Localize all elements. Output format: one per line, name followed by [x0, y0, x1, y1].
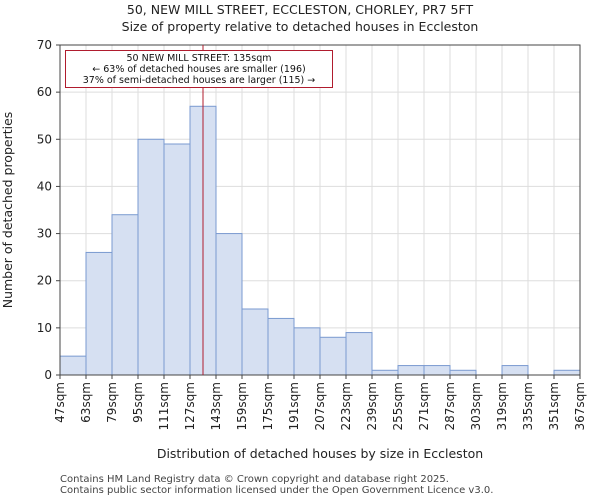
histogram-bar: [267, 317, 295, 376]
y-axis-label: Number of detached properties: [0, 112, 15, 309]
histogram-bar: [241, 308, 269, 376]
x-tick-label: 303sqm: [469, 382, 483, 430]
x-tick-label: 63sqm: [79, 382, 93, 423]
property-annotation-box: 50 NEW MILL STREET: 135sqm ← 63% of deta…: [65, 50, 333, 88]
x-tick-label: 175sqm: [261, 382, 275, 430]
histogram-bar: [85, 251, 113, 376]
histogram-bar: [371, 369, 399, 376]
chart-title-line1: 50, NEW MILL STREET, ECCLESTON, CHORLEY,…: [126, 2, 474, 17]
annotation-line3: 37% of semi-detached houses are larger (…: [82, 75, 316, 86]
annotation-line1: 50 NEW MILL STREET: 135sqm: [126, 53, 272, 64]
chart-title-line2: Size of property relative to detached ho…: [121, 19, 479, 34]
x-tick-label: 95sqm: [131, 382, 145, 423]
y-tick-label: 10: [37, 321, 52, 335]
y-tick-label: 0: [44, 368, 52, 382]
histogram-bar: [111, 214, 139, 376]
histogram-bar: [449, 369, 477, 376]
x-tick-label: 207sqm: [313, 382, 327, 430]
histogram-bar: [423, 365, 451, 376]
y-tick-label: 40: [37, 179, 52, 193]
y-tick-label: 20: [37, 274, 52, 288]
histogram-bar: [345, 332, 373, 376]
x-tick-label: 239sqm: [365, 382, 379, 430]
histogram-bar: [137, 138, 165, 376]
x-tick-label: 319sqm: [495, 382, 509, 430]
footer-licence: Contains public sector information licen…: [60, 485, 494, 496]
x-tick-label: 287sqm: [443, 382, 457, 430]
histogram-bar: [163, 143, 191, 376]
x-tick-label: 111sqm: [157, 382, 171, 430]
x-tick-label: 191sqm: [287, 382, 301, 430]
x-tick-label: 159sqm: [235, 382, 249, 430]
x-tick-label: 79sqm: [105, 382, 119, 423]
histogram-bar: [397, 365, 425, 376]
x-tick-label: 335sqm: [521, 382, 535, 430]
y-tick-label: 50: [37, 132, 52, 146]
y-tick-label: 70: [37, 38, 52, 52]
x-tick-label: 143sqm: [209, 382, 223, 430]
histogram-bar: [553, 369, 581, 376]
histogram-bar: [319, 336, 347, 376]
histogram-bar: [59, 355, 87, 376]
y-tick-label: 60: [37, 85, 52, 99]
footer-copyright: Contains HM Land Registry data © Crown c…: [60, 474, 449, 485]
annotation-line2: ← 63% of detached houses are smaller (19…: [92, 64, 306, 75]
x-tick-label: 223sqm: [339, 382, 353, 430]
x-axis-label: Distribution of detached houses by size …: [157, 446, 483, 461]
x-tick-label: 255sqm: [391, 382, 405, 430]
histogram-bar: [215, 233, 243, 376]
x-tick-label: 367sqm: [573, 382, 587, 430]
x-tick-label: 271sqm: [417, 382, 431, 430]
x-tick-label: 351sqm: [547, 382, 561, 430]
histogram-bar: [293, 327, 321, 376]
x-tick-label: 47sqm: [53, 382, 67, 423]
histogram-bar: [501, 365, 529, 376]
y-tick-label: 30: [37, 227, 52, 241]
x-tick-label: 127sqm: [183, 382, 197, 430]
